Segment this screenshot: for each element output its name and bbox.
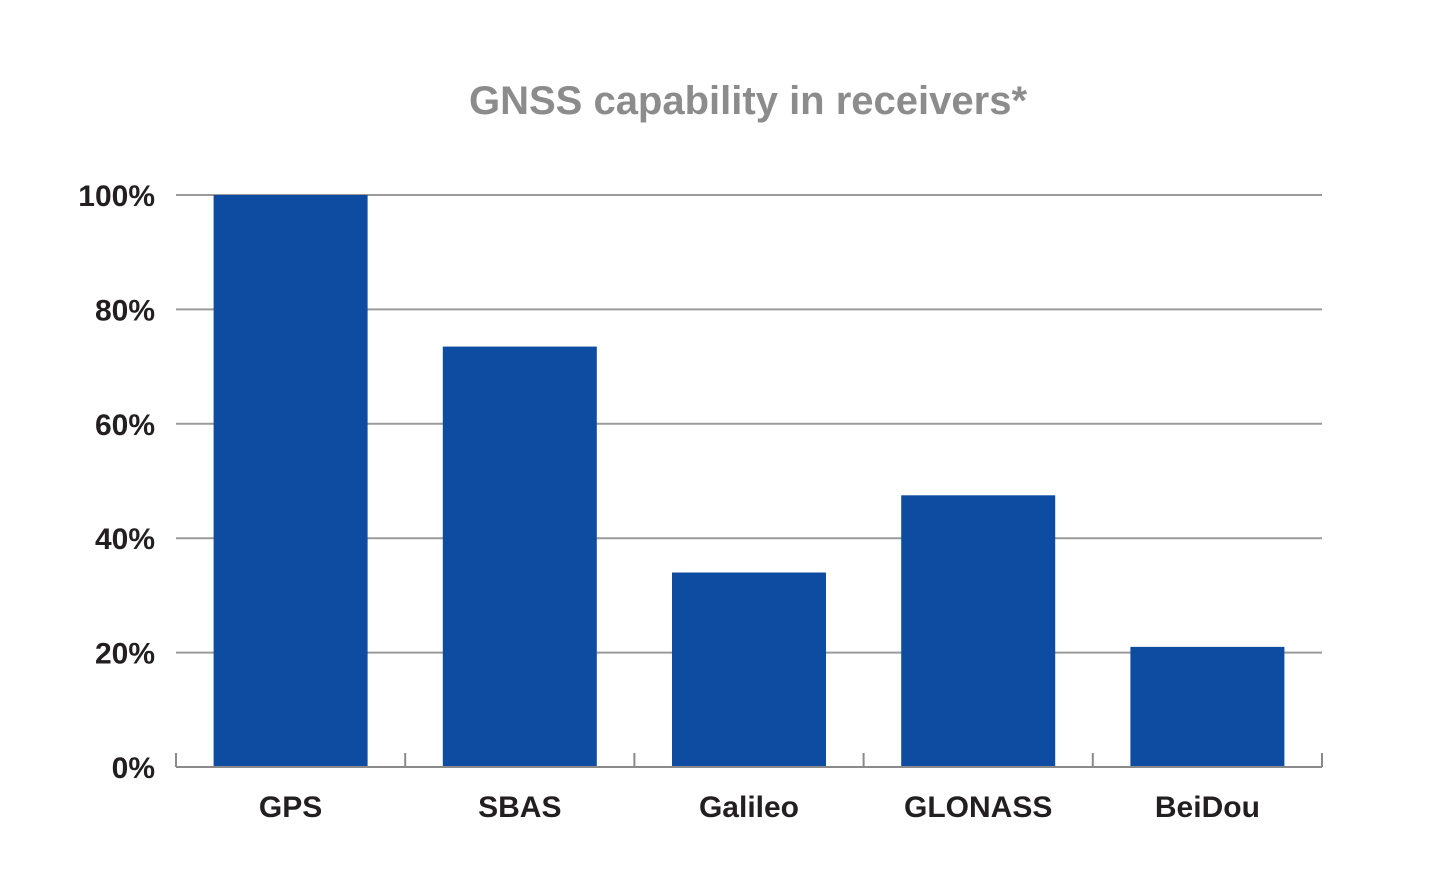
x-tick-label: SBAS xyxy=(478,791,561,824)
x-tick-labels: GPS SBAS Galileo GLONASS BeiDou xyxy=(259,791,1260,824)
bar-glonass xyxy=(901,495,1056,767)
bar-beidou xyxy=(1130,646,1285,767)
y-tick-label: 80% xyxy=(95,294,155,327)
chart-title: GNSS capability in receivers* xyxy=(469,79,1027,123)
x-tick-label: GPS xyxy=(259,791,322,824)
y-tick-label: 60% xyxy=(95,409,155,442)
y-tick-label: 20% xyxy=(95,638,155,671)
y-tick-labels: 0% 20% 40% 60% 80% 100% xyxy=(78,180,155,785)
bar-gps xyxy=(213,195,368,767)
x-axis xyxy=(175,753,1323,768)
y-tick-label: 100% xyxy=(78,180,155,213)
bars xyxy=(213,195,1285,767)
x-tick-label: GLONASS xyxy=(904,791,1052,824)
bar-sbas xyxy=(442,346,597,767)
bar-galileo xyxy=(672,572,826,767)
x-tick-label: BeiDou xyxy=(1155,791,1260,824)
x-tick-label: Galileo xyxy=(699,791,799,824)
y-tick-label: 40% xyxy=(95,523,155,556)
y-tick-label: 0% xyxy=(112,752,155,785)
